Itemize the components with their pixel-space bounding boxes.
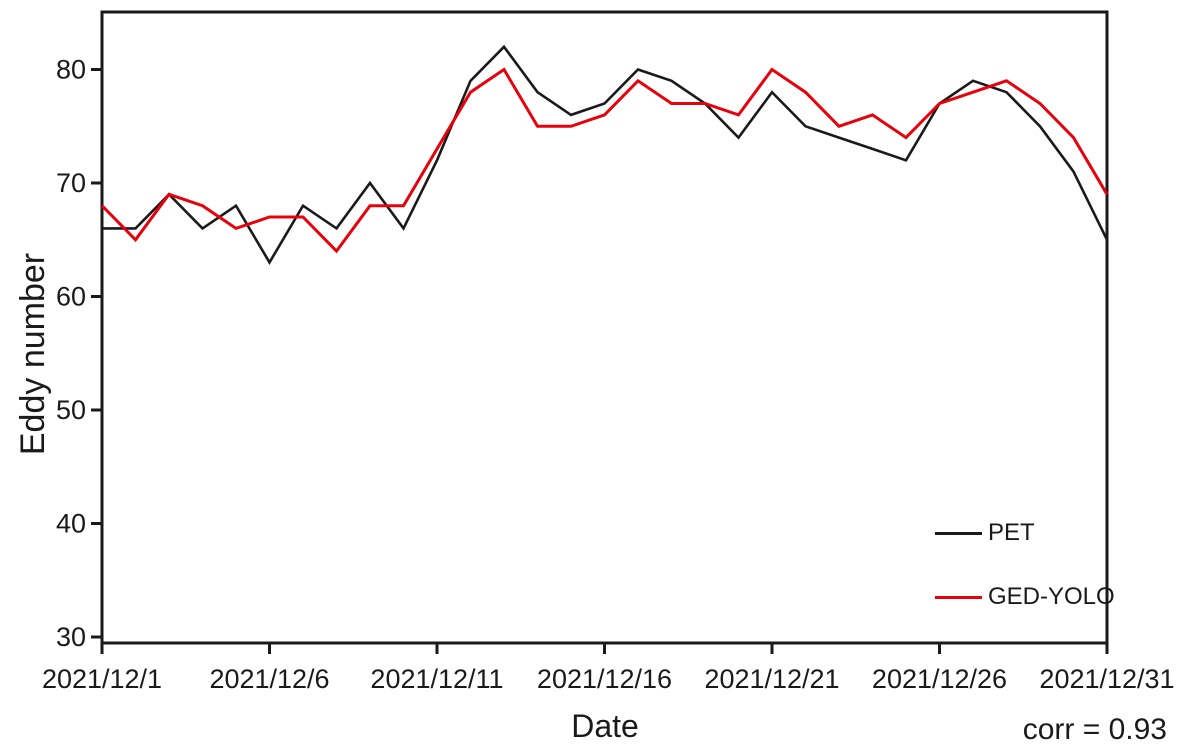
ged-yolo-line xyxy=(100,67,1109,254)
y-tick-label: 50 xyxy=(56,395,86,425)
y-tick-label: 40 xyxy=(56,509,86,539)
legend-label-pet: PET xyxy=(988,519,1035,546)
pet-line-swatch xyxy=(935,532,982,535)
x-tick-label: 2021/12/6 xyxy=(209,664,329,694)
plot-border xyxy=(100,10,1109,645)
x-tick-label: 2021/12/1 xyxy=(42,664,162,694)
x-tick-label: 2021/12/31 xyxy=(1039,664,1174,694)
pet-line xyxy=(102,44,1109,265)
legend-label-ged-yolo: GED-YOLO xyxy=(988,583,1115,610)
y-tick-label: 80 xyxy=(56,55,86,85)
correlation-annotation: corr = 0.93 xyxy=(1022,713,1167,746)
y-tick-label: 70 xyxy=(56,168,86,198)
ged-yolo-line-swatch xyxy=(935,596,982,599)
x-tick-label: 2021/12/21 xyxy=(704,664,839,694)
x-tick-label: 2021/12/16 xyxy=(537,664,672,694)
x-tick-label: 2021/12/26 xyxy=(872,664,1007,694)
y-axis-title: Eddy number xyxy=(14,252,52,456)
x-tick-label: 2021/12/11 xyxy=(370,664,503,694)
x-axis-title: Date xyxy=(571,708,639,744)
y-tick-label: 30 xyxy=(56,622,86,652)
y-tick-label: 60 xyxy=(56,282,86,312)
